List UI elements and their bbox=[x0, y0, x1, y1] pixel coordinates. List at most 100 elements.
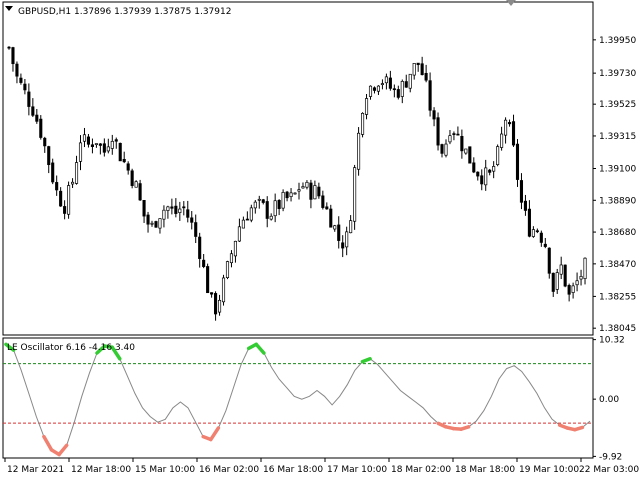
oscillator-highlight-segment bbox=[209, 426, 221, 442]
candle-body bbox=[539, 232, 543, 243]
time-axis: 12 Mar 2021 12 Mar 18:00 15 Mar 10:00 16 Ma… bbox=[4, 458, 639, 475]
candle-body bbox=[138, 183, 142, 201]
candle-body bbox=[372, 87, 377, 91]
candle-body bbox=[90, 144, 94, 147]
candle-body bbox=[313, 185, 317, 200]
candle-body bbox=[361, 112, 365, 135]
oscillator-highlight-segment bbox=[42, 434, 54, 452]
candle-body bbox=[579, 276, 583, 280]
candlestick-series bbox=[7, 46, 587, 321]
candle-body bbox=[571, 285, 575, 293]
price-tick-label: 1.38255 bbox=[599, 292, 636, 302]
candle-body bbox=[94, 143, 98, 145]
candle-body bbox=[519, 180, 524, 203]
candle-body bbox=[484, 167, 488, 186]
candle-body bbox=[567, 285, 571, 295]
candle-body bbox=[134, 181, 138, 188]
oscillator-line bbox=[5, 343, 591, 456]
candle-body bbox=[341, 242, 345, 249]
candle-body bbox=[535, 230, 539, 233]
candle-body bbox=[329, 208, 333, 228]
candle-body bbox=[150, 222, 154, 225]
symbol-label: GBPUSD,H1 bbox=[18, 7, 71, 17]
candle-body bbox=[432, 110, 436, 120]
candle-body bbox=[400, 81, 404, 97]
candle-body bbox=[202, 259, 206, 267]
candle-body bbox=[182, 206, 186, 209]
candle-body bbox=[337, 224, 341, 241]
candle-body bbox=[31, 106, 35, 116]
time-tick-label: 16 Mar 18:00 bbox=[263, 465, 323, 475]
candle-body bbox=[27, 91, 31, 107]
oscillator-highlight-segment bbox=[110, 345, 122, 361]
candle-body bbox=[500, 133, 504, 148]
candle-body bbox=[345, 231, 349, 248]
price-panel-frame bbox=[2, 1, 594, 336]
candle-body bbox=[110, 140, 114, 149]
candle-body bbox=[380, 83, 384, 85]
candle-body bbox=[63, 206, 67, 214]
candle-body bbox=[388, 77, 392, 89]
candle-body bbox=[297, 189, 301, 192]
candle-body bbox=[305, 181, 309, 188]
price-tick-label: 1.39100 bbox=[599, 165, 636, 175]
candle-body bbox=[523, 200, 527, 211]
candle-body bbox=[472, 162, 476, 173]
candle-body bbox=[428, 80, 432, 111]
candle-body bbox=[496, 146, 500, 165]
candle-body bbox=[420, 63, 424, 76]
candle-body bbox=[178, 208, 182, 213]
candle-body bbox=[285, 191, 289, 199]
candle-body bbox=[309, 182, 313, 200]
candle-body bbox=[55, 182, 59, 191]
candle-body bbox=[416, 62, 420, 66]
candle-body bbox=[198, 236, 202, 259]
candle-body bbox=[265, 201, 269, 219]
candle-body bbox=[225, 261, 230, 278]
candle-body bbox=[15, 63, 19, 77]
candle-body bbox=[468, 146, 472, 164]
candle-body bbox=[273, 200, 277, 217]
candle-body bbox=[7, 46, 11, 49]
candle-body bbox=[217, 299, 222, 313]
candle-body bbox=[277, 200, 281, 209]
price-tick-label: 1.39950 bbox=[599, 36, 636, 46]
candle-body bbox=[504, 119, 508, 136]
chart-menu-triangle-icon[interactable] bbox=[5, 6, 13, 11]
price-tick-label: 1.39730 bbox=[599, 69, 636, 79]
candle-body bbox=[301, 186, 305, 189]
candle-body bbox=[281, 192, 285, 209]
time-tick-label: 12 Mar 2021 bbox=[7, 465, 64, 475]
oscillator-tick-label: 0.00 bbox=[599, 395, 619, 405]
candle-body bbox=[170, 206, 174, 209]
candle-body bbox=[106, 146, 110, 152]
candle-body bbox=[488, 169, 492, 173]
candle-body bbox=[436, 117, 440, 146]
candle-body bbox=[190, 217, 194, 223]
candle-body bbox=[47, 146, 51, 166]
candle-body bbox=[35, 114, 39, 122]
oscillator-highlight-segment bbox=[360, 357, 372, 364]
candle-body bbox=[583, 257, 587, 279]
candle-body bbox=[214, 293, 218, 315]
candle-body bbox=[102, 143, 106, 153]
candle-body bbox=[221, 277, 226, 303]
candle-body bbox=[289, 192, 293, 197]
candle-body bbox=[531, 229, 535, 237]
candle-body bbox=[130, 170, 134, 186]
time-tick-label: 18 Mar 18:00 bbox=[455, 465, 515, 475]
candle-body bbox=[59, 190, 63, 207]
candle-body bbox=[480, 175, 484, 185]
price-tick-label: 1.38470 bbox=[599, 260, 636, 270]
candle-body bbox=[559, 264, 563, 275]
chart-shift-marker-icon[interactable] bbox=[506, 0, 516, 6]
candle-body bbox=[412, 63, 416, 76]
candle-body bbox=[555, 272, 559, 290]
time-tick-label: 18 Mar 02:00 bbox=[391, 465, 451, 475]
candle-body bbox=[162, 209, 166, 220]
candle-body bbox=[396, 89, 400, 98]
candle-body bbox=[257, 198, 261, 201]
candle-body bbox=[158, 218, 162, 229]
time-tick-label: 12 Mar 18:00 bbox=[71, 465, 131, 475]
